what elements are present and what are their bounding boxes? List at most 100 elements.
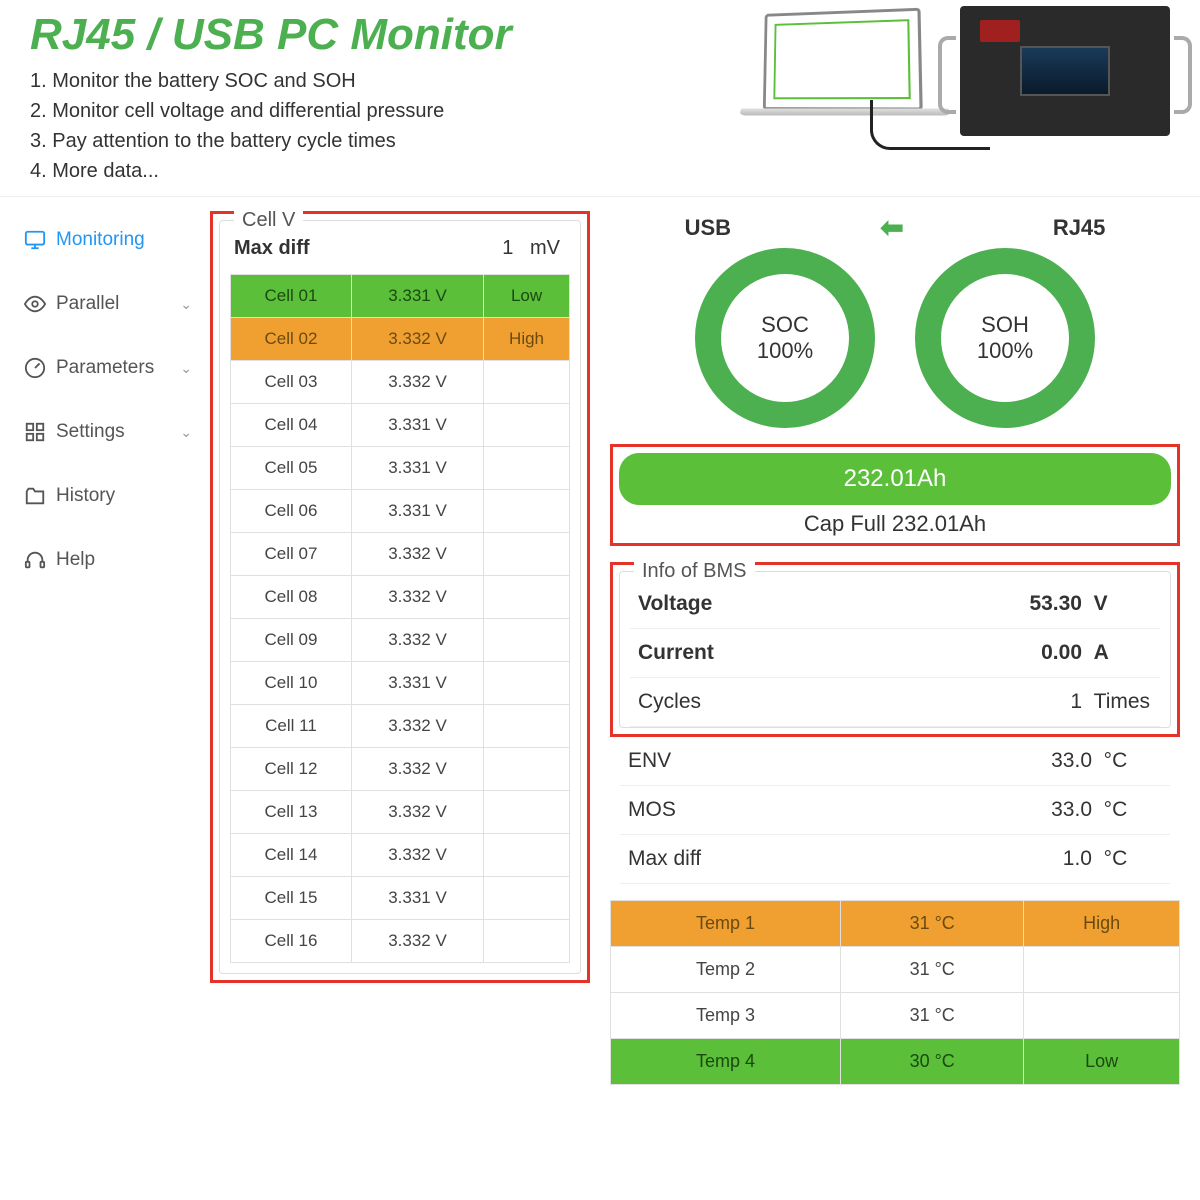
rj45-label: RJ45 [1053, 215, 1106, 241]
cell-voltage: 3.331 V [351, 447, 483, 490]
cell-row: Cell 023.332 VHigh [231, 318, 570, 361]
cell-panel-title: Cell V [234, 209, 303, 232]
cell-voltage: 3.331 V [351, 662, 483, 705]
soc-label: SOC [761, 312, 809, 338]
temp-name: Temp 2 [611, 947, 841, 993]
cell-row: Cell 073.332 V [231, 533, 570, 576]
gauge-icon [24, 357, 46, 379]
eye-icon [24, 293, 46, 315]
cell-tag [484, 533, 570, 576]
cell-voltage-panel: Cell V Max diff 1 mV Cell 013.331 VLowCe… [219, 220, 581, 974]
temp-row: Temp 131 °CHigh [611, 901, 1180, 947]
sidebar-item-label: History [56, 485, 115, 507]
bms-label: ENV [628, 749, 1051, 773]
cell-tag [484, 834, 570, 877]
soc-value: 100% [757, 338, 813, 364]
battery-unit-icon [960, 6, 1170, 136]
cell-row: Cell 093.332 V [231, 619, 570, 662]
cell-row: Cell 133.332 V [231, 791, 570, 834]
capacity-full-text: Cap Full 232.01Ah [619, 505, 1171, 537]
cell-voltage-highlight: Cell V Max diff 1 mV Cell 013.331 VLowCe… [210, 211, 590, 983]
temp-value: 30 °C [841, 1039, 1024, 1085]
cell-name: Cell 08 [231, 576, 352, 619]
cell-row: Cell 053.331 V [231, 447, 570, 490]
feature-bullet: 4. More data... [30, 156, 1170, 186]
cell-row: Cell 083.332 V [231, 576, 570, 619]
sidebar-item-parallel[interactable]: Parallel⌄ [20, 281, 210, 327]
cell-tag [484, 791, 570, 834]
sidebar-item-label: Monitoring [56, 229, 145, 251]
sidebar-item-label: Parameters [56, 357, 154, 379]
cell-tag [484, 619, 570, 662]
cell-voltage: 3.331 V [351, 404, 483, 447]
temp-name: Temp 3 [611, 993, 841, 1039]
cell-name: Cell 02 [231, 318, 352, 361]
bms-panel: Info of BMS Voltage53.30 VCurrent0.00 AC… [619, 571, 1171, 728]
sidebar-item-history[interactable]: History [20, 473, 210, 519]
cell-tag [484, 877, 570, 920]
bms-value: 0.00 [1041, 641, 1082, 665]
cell-voltage: 3.331 V [351, 490, 483, 533]
cell-row: Cell 153.331 V [231, 877, 570, 920]
sidebar-item-parameters[interactable]: Parameters⌄ [20, 345, 210, 391]
cell-voltage: 3.332 V [351, 834, 483, 877]
sidebar: Monitoring Parallel⌄ Parameters⌄ Settings⌄ H… [0, 197, 210, 1099]
cell-row: Cell 143.332 V [231, 834, 570, 877]
cell-row: Cell 123.332 V [231, 748, 570, 791]
bms-unit: V [1082, 592, 1152, 616]
cell-voltage: 3.332 V [351, 318, 483, 361]
cell-voltage: 3.332 V [351, 619, 483, 662]
temp-tag [1024, 993, 1180, 1039]
cell-tag: High [484, 318, 570, 361]
bms-title: Info of BMS [634, 560, 755, 583]
bms-unit: A [1082, 641, 1152, 665]
monitor-icon [24, 229, 46, 251]
bms-row-max-diff: Max diff1.0 °C [620, 835, 1170, 884]
cell-voltage: 3.331 V [351, 877, 483, 920]
headset-icon [24, 549, 46, 571]
max-diff-row: Max diff 1 mV [230, 229, 570, 274]
soc-donut: SOC 100% [695, 248, 875, 428]
temp-tag [1024, 947, 1180, 993]
cell-tag [484, 361, 570, 404]
cell-row: Cell 033.332 V [231, 361, 570, 404]
cell-row: Cell 063.331 V [231, 490, 570, 533]
sidebar-item-help[interactable]: Help [20, 537, 210, 583]
bms-value: 1.0 [1063, 847, 1092, 871]
sidebar-item-label: Parallel [56, 293, 119, 315]
cell-tag [484, 920, 570, 963]
max-diff-value: 1 [502, 237, 513, 259]
connection-labels: USB ⬅ RJ45 [610, 211, 1180, 244]
cell-tag: Low [484, 275, 570, 318]
folder-icon [24, 485, 46, 507]
cell-name: Cell 12 [231, 748, 352, 791]
cell-row: Cell 163.332 V [231, 920, 570, 963]
app-window: Monitoring Parallel⌄ Parameters⌄ Settings⌄ H… [0, 196, 1200, 1099]
bms-section: Info of BMS Voltage53.30 VCurrent0.00 AC… [610, 562, 1180, 1085]
bms-row-mos: MOS33.0 °C [620, 786, 1170, 835]
soh-value: 100% [977, 338, 1033, 364]
capacity-bar: 232.01Ah [619, 453, 1171, 505]
bms-label: Cycles [638, 690, 1070, 714]
sidebar-item-settings[interactable]: Settings⌄ [20, 409, 210, 455]
bms-label: Voltage [638, 592, 1029, 616]
sidebar-item-monitoring[interactable]: Monitoring [20, 217, 210, 263]
cell-name: Cell 10 [231, 662, 352, 705]
status-donuts: SOC 100% SOH 100% [610, 248, 1180, 428]
max-diff-unit: mV [530, 237, 560, 259]
capacity-highlight: 232.01Ah Cap Full 232.01Ah [610, 444, 1180, 546]
usb-label: USB [685, 215, 731, 241]
temp-value: 31 °C [841, 901, 1024, 947]
cell-row: Cell 013.331 VLow [231, 275, 570, 318]
arrow-left-icon: ⬅ [880, 211, 903, 244]
settings-icon [24, 421, 46, 443]
soh-label: SOH [981, 312, 1029, 338]
cell-name: Cell 06 [231, 490, 352, 533]
temperature-table: Temp 131 °CHighTemp 231 °CTemp 331 °CTem… [610, 900, 1180, 1085]
cell-voltage: 3.332 V [351, 576, 483, 619]
bms-row-current: Current0.00 A [630, 629, 1160, 678]
sidebar-item-label: Settings [56, 421, 125, 443]
cell-tag [484, 662, 570, 705]
cell-tag [484, 490, 570, 533]
cell-name: Cell 03 [231, 361, 352, 404]
